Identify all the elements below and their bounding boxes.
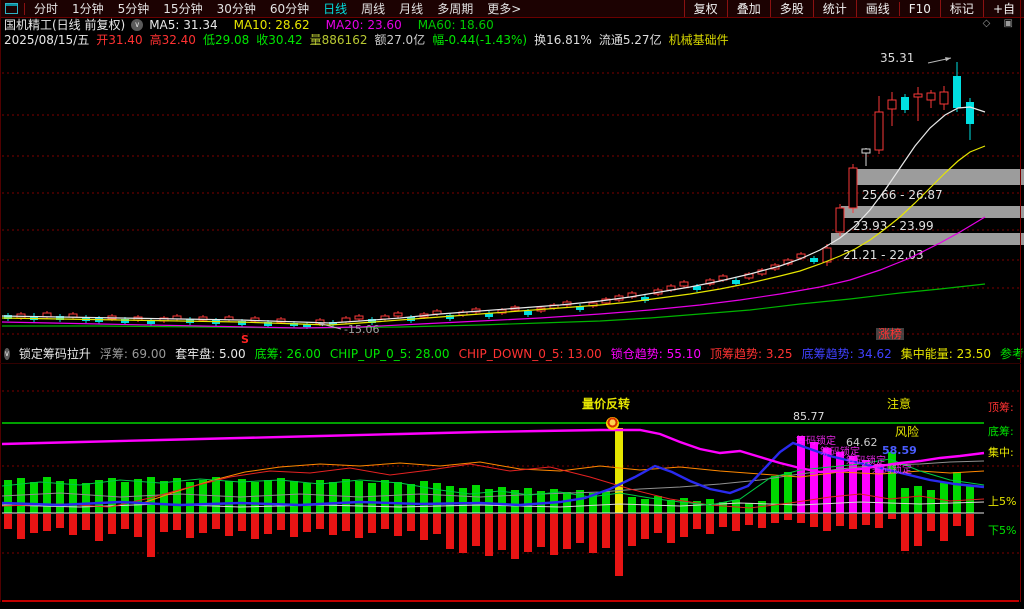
margin-bottom-chip-label: 底筹:	[988, 425, 1014, 438]
f10-button[interactable]: F10	[898, 1, 940, 16]
window-corner-icons[interactable]: ◇ ▣	[982, 18, 1018, 29]
chip-value-3: 58.59	[882, 444, 917, 457]
chevron-down-icon[interactable]: ∨	[131, 18, 144, 31]
tab-15min[interactable]: 15分钟	[163, 2, 203, 16]
app-window-icon[interactable]	[5, 3, 18, 14]
date-label: 2025/08/15/五	[4, 32, 90, 47]
industry-label[interactable]: 机械基础件	[668, 32, 729, 47]
change-value: 幅-0.44(-1.43%)	[432, 32, 528, 47]
peak-price-label: 35.31	[880, 51, 915, 65]
param-top-trend: 顶筹趋势: 3.25	[709, 347, 793, 361]
tab-daily-active[interactable]: 日线	[323, 2, 348, 16]
tab-monthly[interactable]: 月线	[399, 2, 424, 16]
chip-lock-stamp: 筹码锁定	[872, 465, 912, 476]
param-chip-up: CHIP_UP_0_5: 28.00	[329, 346, 450, 361]
note-label: 注意	[887, 397, 912, 411]
close-value: 收30.42	[256, 32, 303, 47]
toolbar-right-buttons: 复权 叠加 多股 统计 画线 F10 标记 +自	[683, 0, 1024, 17]
toolbar-divider	[24, 2, 25, 15]
amount-value: 额27.0亿	[374, 32, 426, 47]
indicator-param-row: ∨ 锁定筹码拉升 浮筹: 69.00 套牢盘: 5.00 底筹: 26.00 C…	[0, 345, 1024, 362]
mark-button[interactable]: 标记	[939, 0, 983, 17]
window-left-border	[0, 0, 1, 602]
param-energy: 集中能量: 23.50	[900, 347, 991, 361]
param-bottom-trend: 底筹趋势: 34.62	[801, 347, 892, 361]
window-right-border	[1020, 0, 1021, 602]
signal-medal-icon	[606, 417, 619, 430]
param-taolaopan: 套牢盘: 5.00	[175, 347, 246, 361]
param-chip-down: CHIP_DOWN_0_5: 13.00	[458, 346, 602, 361]
param-lock-trend: 锁仓趋势: 55.10	[610, 347, 701, 361]
margin-down5-label: 下5%	[988, 524, 1017, 537]
tab-weekly[interactable]: 周线	[361, 2, 386, 16]
ma60-value: MA60: 18.60	[417, 17, 494, 32]
param-refline1: 参考线1: 100.00	[1000, 347, 1024, 361]
param-dichou: 底筹: 26.00	[254, 347, 321, 361]
chip-lock-stamp: 筹码锁定	[820, 447, 860, 458]
param-fuchou: 浮筹: 69.00	[99, 347, 167, 361]
chip-value-1: 85.77	[793, 410, 825, 423]
chip-value-2: 64.62	[846, 436, 878, 449]
stats-button[interactable]: 统计	[812, 0, 856, 17]
chip-lock-stamp: 筹码锁定	[846, 456, 886, 467]
ma5-value: MA5: 31.34	[149, 17, 218, 32]
svg-text:23.93 - 23.99: 23.93 - 23.99	[853, 219, 934, 233]
low-value: 低29.08	[202, 32, 250, 47]
signal-label: 量价反转	[582, 397, 631, 411]
panel-divider	[0, 363, 1021, 364]
tab-5min[interactable]: 5分钟	[117, 2, 150, 16]
chip-lock-stamp: 筹码锁定	[796, 436, 836, 447]
multi-stock-button[interactable]: 多股	[769, 0, 813, 17]
tab-30min[interactable]: 30分钟	[216, 2, 256, 16]
tab-60min[interactable]: 60分钟	[269, 2, 310, 16]
draw-line-button[interactable]: 画线	[855, 0, 899, 17]
overlay-button[interactable]: 叠加	[726, 0, 770, 17]
ma10-value: MA10: 28.62	[233, 17, 310, 32]
quote-info-row: 2025/08/15/五 开31.40 高32.40 低29.08 收30.42…	[0, 32, 1024, 47]
svg-text:21.21 - 22.03: 21.21 - 22.03	[843, 248, 924, 262]
tab-1min[interactable]: 1分钟	[72, 2, 104, 16]
tab-more[interactable]: 更多>	[487, 2, 522, 16]
tab-multi-period[interactable]: 多周期	[437, 2, 474, 16]
open-value: 开31.40	[96, 32, 143, 47]
margin-concentration-label: 集中:	[988, 446, 1014, 459]
add-favorite-button[interactable]: +自	[982, 0, 1024, 17]
indicator-name[interactable]: 锁定筹码拉升	[18, 347, 91, 361]
float-shares-value: 流通5.27亿	[598, 32, 662, 47]
turnover-value: 换16.81%	[534, 32, 592, 47]
low-price-label: -15.06	[344, 323, 380, 336]
limit-up-badge: 涨榜	[876, 327, 905, 341]
title-row: 国机精工(日线 前复权) ∨ MA5: 31.34 MA10: 28.62 MA…	[0, 17, 1024, 33]
fuquan-button[interactable]: 复权	[683, 0, 727, 17]
ma20-value: MA20: 23.60	[325, 17, 402, 32]
indicator-collapse-icon[interactable]: ∨	[4, 347, 10, 360]
volume-value: 量886162	[309, 32, 368, 47]
tab-fenshi[interactable]: 分时	[34, 2, 59, 16]
margin-top-chip-label: 顶筹:	[988, 401, 1014, 414]
risk-label: 风险	[895, 425, 920, 439]
period-toolbar: 分时 1分钟 5分钟 15分钟 30分钟 60分钟 日线 周线 月线 多周期 更…	[0, 0, 1024, 18]
high-value: 高32.40	[149, 32, 196, 47]
margin-up5-label: 上5%	[988, 495, 1017, 508]
stock-title[interactable]: 国机精工(日线 前复权)	[4, 18, 126, 32]
svg-text:25.66 - 26.87: 25.66 - 26.87	[862, 188, 943, 202]
sell-marker: S	[241, 333, 249, 346]
